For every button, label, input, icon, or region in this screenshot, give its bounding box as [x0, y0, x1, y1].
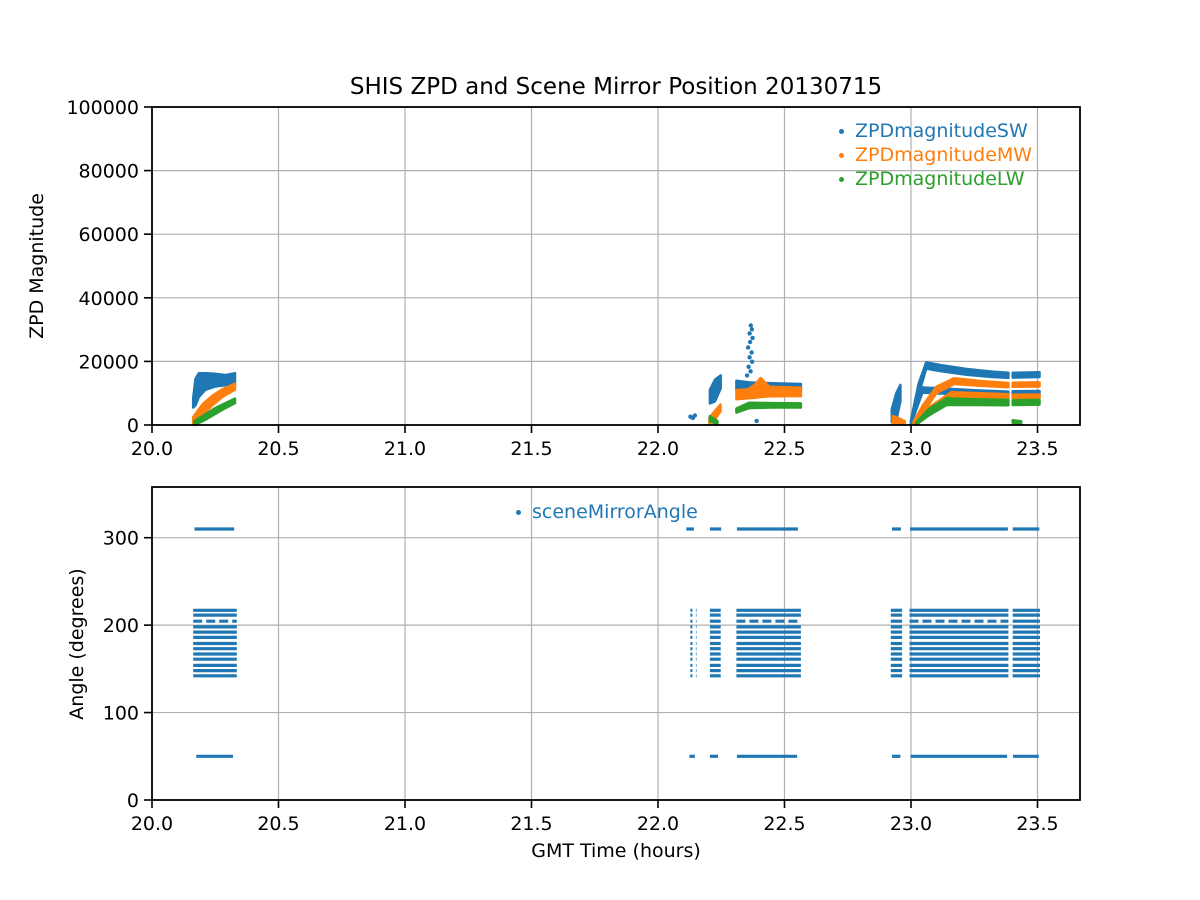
y-tick-label: 40000: [79, 288, 139, 310]
x-tick-label: 22.5: [763, 438, 805, 460]
legend-entry: ZPDmagnitudeSW: [839, 121, 1032, 142]
y-tick-label: 100: [103, 703, 139, 725]
legend-marker-icon: [839, 153, 844, 158]
x-tick-label: 20.5: [257, 813, 299, 835]
x-tick-label: 23.5: [1016, 813, 1058, 835]
zpd-magnitude-ticks: [144, 106, 1039, 433]
series-ZPDmagnitudeMW: [191, 376, 1041, 426]
bottom-legend: sceneMirrorAngle: [516, 502, 698, 523]
legend-entry-label: ZPDmagnitudeSW: [855, 120, 1028, 142]
y-tick-label: 0: [127, 790, 139, 812]
x-tick-label: 21.0: [384, 438, 426, 460]
x-tick-label: 22.5: [763, 813, 805, 835]
chart-title: SHIS ZPD and Scene Mirror Position 20130…: [349, 74, 883, 100]
x-tick-label: 20.5: [257, 438, 299, 460]
legend-marker-icon: [839, 177, 844, 182]
x-tick-label: 21.5: [510, 813, 552, 835]
legend-entry-label: ZPDmagnitudeLW: [855, 168, 1025, 190]
zpd-magnitude-axes: 20.0 20.5 21.0 21.5 22.0 22.5 23.0 23.5 0 20000 40…: [66, 97, 1081, 460]
scene-mirror-angle-ticks: [144, 536, 1039, 808]
zpd-magnitude-tick-labels: 20.0 20.5 21.0 21.5 22.0 22.5 23.0 23.5 0 20000 40…: [66, 97, 1058, 460]
legend-marker-icon: [516, 510, 521, 515]
x-tick-label: 22.0: [637, 813, 679, 835]
scene-mirror-angle-spines: [151, 486, 1081, 801]
y-tick-label: 20000: [79, 351, 139, 373]
legend-entry-label: sceneMirrorAngle: [532, 501, 698, 523]
top-legend: ZPDmagnitudeSW ZPDmagnitudeMW ZPDmagnitude…: [839, 121, 1032, 190]
x-tick-label: 21.0: [384, 813, 426, 835]
x-tick-label: 23.5: [1016, 438, 1058, 460]
legend-marker-icon: [839, 129, 844, 134]
x-tick-label: 23.0: [890, 813, 932, 835]
x-tick-label: 21.5: [510, 438, 552, 460]
x-tick-label: 20.0: [131, 438, 173, 460]
y-tick-label: 60000: [79, 224, 139, 246]
x-tick-label: 22.0: [637, 438, 679, 460]
y-tick-label: 100000: [66, 97, 139, 119]
legend-entry: ZPDmagnitudeLW: [839, 169, 1032, 190]
zpd-magnitude-spines: [151, 106, 1081, 426]
x-tick-label: 23.0: [890, 438, 932, 460]
y-tick-label: 80000: [79, 161, 139, 183]
legend-entry-label: ZPDmagnitudeMW: [855, 144, 1033, 166]
scene-mirror-angle-axes: 20.0 20.5 21.0 21.5 22.0 22.5 23.0 23.5 0 100 200 3…: [103, 486, 1081, 835]
series-ZPDmagnitudeSW: [191, 323, 1041, 426]
bottom-y-axis-label: Angle (degrees): [66, 568, 88, 720]
legend-entry: sceneMirrorAngle: [516, 502, 698, 523]
x-axis-label: GMT Time (hours): [531, 840, 701, 862]
scene-mirror-angle-tick-labels: 20.0 20.5 21.0 21.5 22.0 22.5 23.0 23.5 0 100 200 3…: [103, 528, 1059, 835]
y-tick-label: 200: [103, 615, 139, 637]
series-sceneMirrorAngle: [193, 527, 1040, 758]
y-tick-label: 0: [127, 415, 139, 437]
series-ZPDmagnitudeLW: [193, 397, 1041, 427]
y-tick-label: 300: [103, 528, 139, 550]
x-tick-label: 20.0: [131, 813, 173, 835]
legend-entry: ZPDmagnitudeMW: [839, 145, 1032, 166]
top-y-axis-label: ZPD Magnitude: [26, 193, 48, 339]
